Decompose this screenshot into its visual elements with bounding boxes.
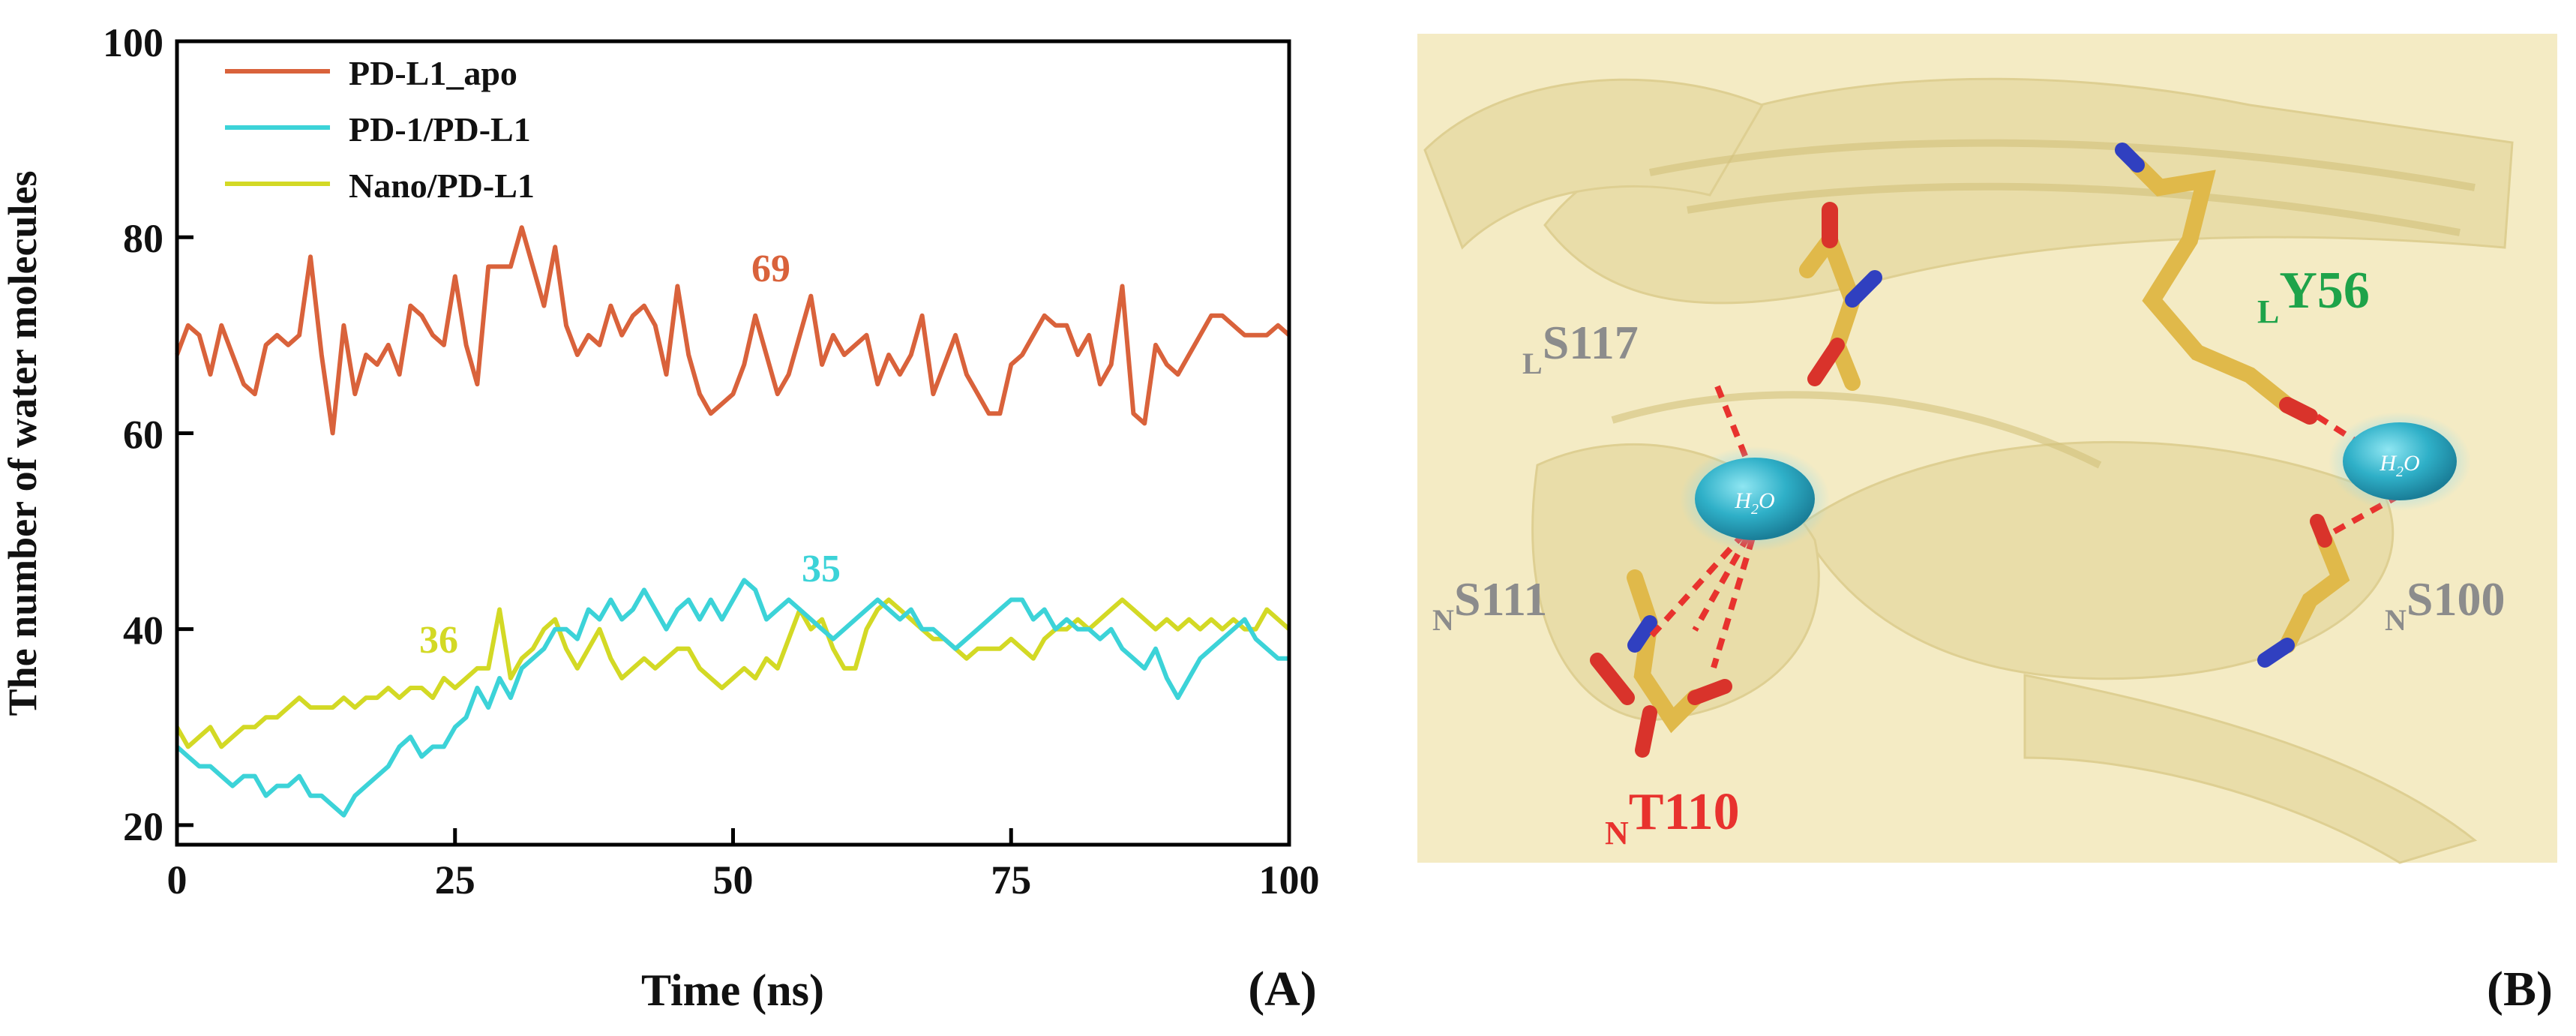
legend-label-pd-l1-apo: PD-L1_apo bbox=[349, 54, 517, 92]
x-tick-label: 75 bbox=[991, 857, 1031, 902]
residue-label-s100: NS100 bbox=[2385, 572, 2505, 637]
residue-y56-sticks bbox=[2115, 143, 2318, 425]
water-molecule-right: H2O bbox=[2329, 412, 2471, 511]
residue-s117-sticks bbox=[1799, 202, 1882, 391]
plot-frame bbox=[175, 39, 1291, 847]
y-tick-label: 60 bbox=[123, 412, 163, 457]
x-tick-label: 50 bbox=[713, 857, 754, 902]
residue-label-y56: LY56 bbox=[2257, 262, 2370, 330]
y-tick-label: 40 bbox=[123, 608, 163, 653]
panel-b-label: (B) bbox=[2487, 962, 2553, 1016]
residue-label-s111: NS111 bbox=[1432, 572, 1547, 637]
chart-panel-a: 20 40 60 80 100 0 25 50 75 100 The number of wat… bbox=[0, 20, 1320, 1016]
residue-s100-sticks bbox=[2257, 514, 2350, 668]
series-line-pd-l1-apo bbox=[175, 225, 1291, 436]
legend-label-nano-pd-l1: Nano/PD-L1 bbox=[349, 167, 535, 205]
beta-strands bbox=[1611, 139, 2476, 469]
y-tick-label: 100 bbox=[103, 20, 163, 65]
legend: PD-L1_apo PD-1/PD-L1 Nano/PD-L1 bbox=[225, 54, 535, 205]
series-lines bbox=[175, 225, 1291, 818]
series-line-pd-1-pd-l1 bbox=[175, 578, 1289, 818]
residue-label-s117: LS117 bbox=[1522, 316, 1639, 380]
y-axis-label: The number of water molecules bbox=[0, 171, 45, 716]
y-axis-ticks: 20 40 60 80 100 bbox=[103, 20, 193, 849]
x-axis-ticks: 0 25 50 75 100 bbox=[167, 828, 1320, 902]
legend-label-pd-1-pd-l1: PD-1/PD-L1 bbox=[349, 110, 531, 149]
annotation-apo-average: 69 bbox=[751, 248, 790, 290]
residue-s111-t110-sticks bbox=[1590, 569, 1732, 758]
x-tick-label: 25 bbox=[435, 857, 475, 902]
x-axis-label: Time (ns) bbox=[641, 965, 824, 1015]
structure-panel-b: H2O H2O LS117 LY56 NS111 NT110 NS100 (B) bbox=[1417, 34, 2557, 1016]
panel-a-label: (A) bbox=[1248, 962, 1317, 1016]
series-line-nano-pd-l1 bbox=[175, 597, 1291, 749]
water-molecule-left: H2O bbox=[1680, 446, 1830, 551]
y-tick-label: 80 bbox=[123, 216, 163, 261]
x-tick-label: 0 bbox=[167, 857, 187, 902]
annotation-nano-average: 36 bbox=[419, 619, 458, 662]
water-label-right: H2O bbox=[2379, 451, 2419, 480]
x-tick-label: 100 bbox=[1259, 857, 1320, 902]
water-label-left: H2O bbox=[1734, 488, 1774, 518]
annotation-pd1-average: 35 bbox=[802, 548, 841, 590]
residue-label-t110: NT110 bbox=[1605, 783, 1740, 851]
y-tick-label: 20 bbox=[123, 804, 163, 849]
